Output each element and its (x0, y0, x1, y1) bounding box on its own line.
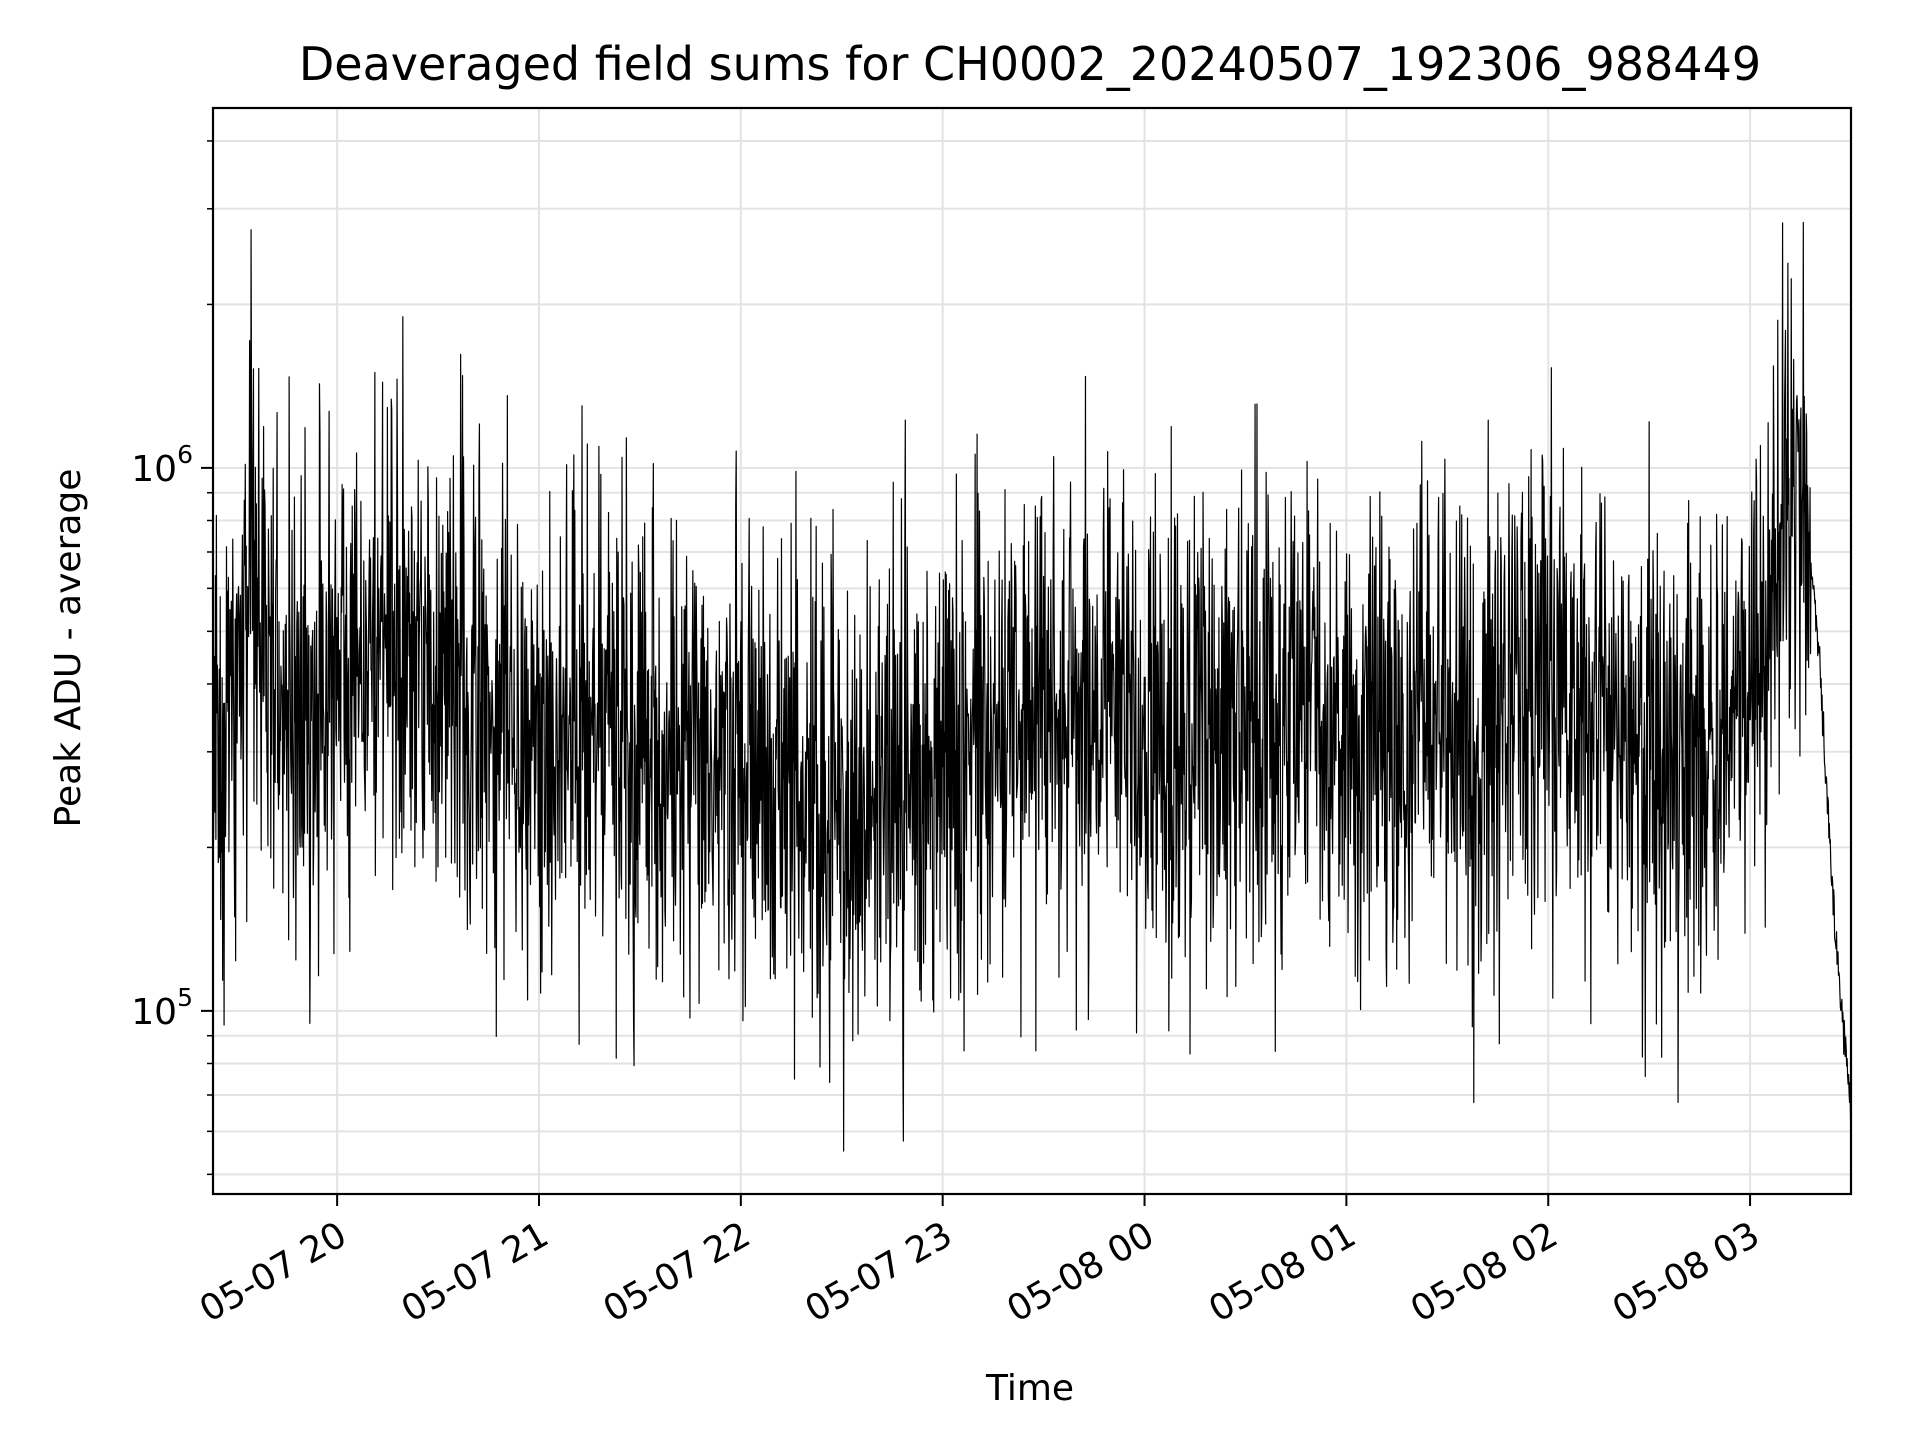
y-axis-label: Peak ADU - average (48, 469, 89, 828)
plot-frame (211, 106, 1853, 1196)
series-layer (212, 221, 1852, 1152)
series-line (212, 221, 1852, 1152)
y-tick-exponent: 5 (177, 983, 193, 1012)
y-tick-base: 10 (131, 449, 177, 490)
y-tick-base: 10 (131, 992, 177, 1033)
y-tick-label: 105 (131, 983, 193, 1033)
y-tick-label: 106 (131, 440, 193, 490)
x-axis-label: Time (985, 1368, 1074, 1409)
y-tick-exponent: 6 (177, 440, 193, 469)
chart-title: Deaveraged field sums for CH0002_2024050… (299, 37, 1761, 91)
